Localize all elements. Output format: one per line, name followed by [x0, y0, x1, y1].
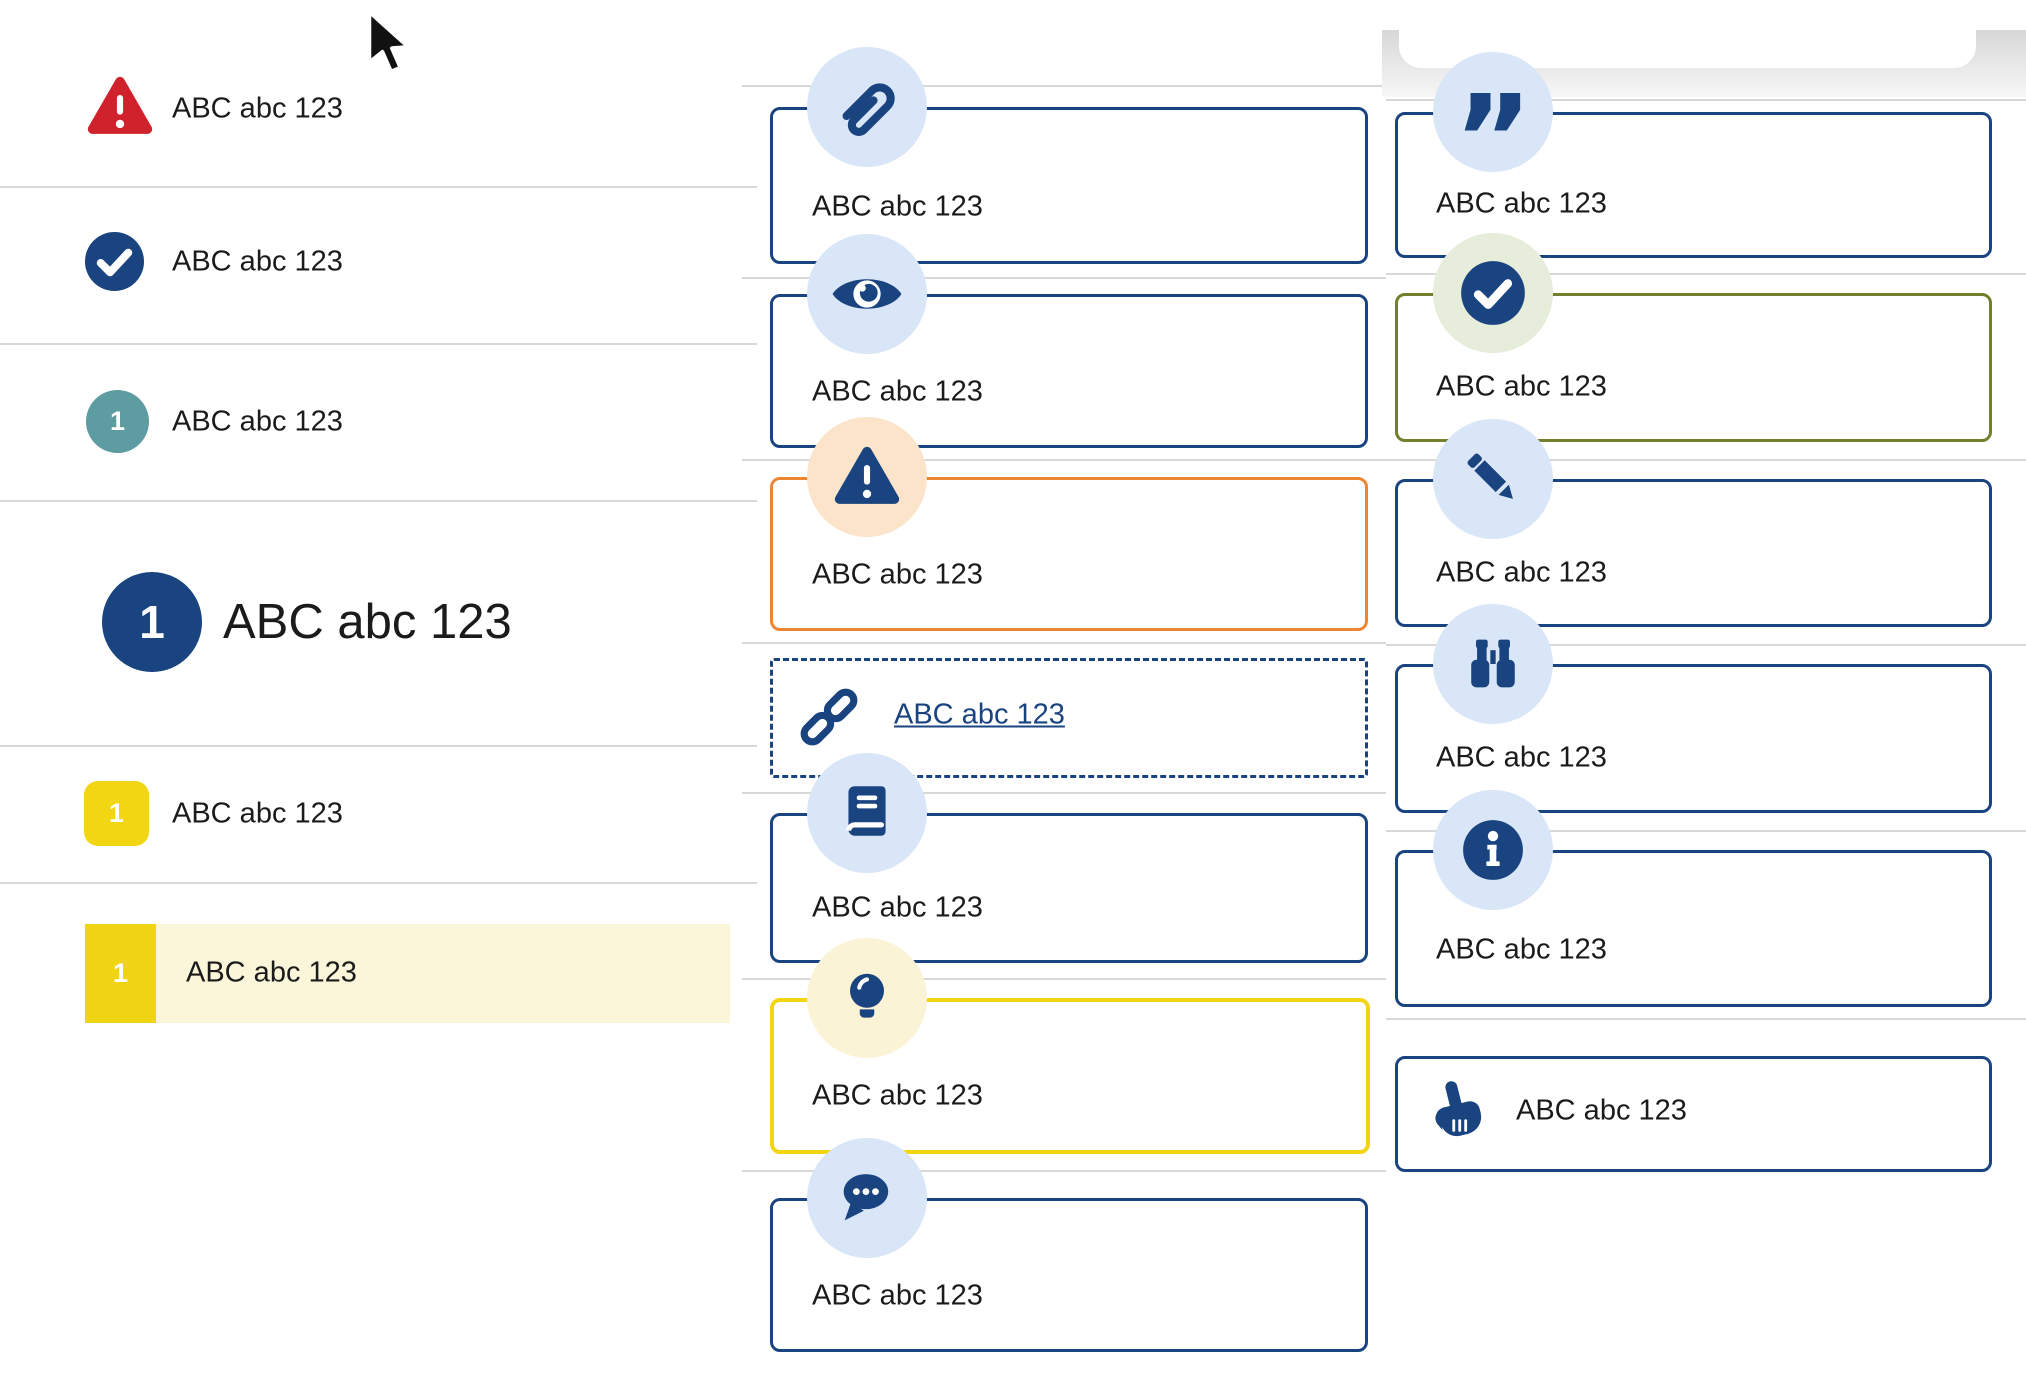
callout-box-warning [770, 477, 1368, 631]
list-item-label: ABC abc 123 [172, 405, 343, 438]
lightbulb-icon [807, 938, 927, 1058]
callout-label: ABC abc 123 [1436, 187, 1607, 220]
eye-icon [807, 234, 927, 354]
callout-label: ABC abc 123 [812, 375, 983, 408]
link-icon [794, 682, 864, 752]
hand-pointer-icon [1418, 1073, 1496, 1151]
list-item-label: ABC abc 123 [186, 956, 357, 989]
numbered-square-yellow-icon: 1 [84, 781, 149, 846]
callout-box-action [1395, 1056, 1992, 1172]
divider [742, 1170, 1386, 1172]
list-item-label-large: ABC abc 123 [223, 595, 512, 649]
callout-box-link [770, 658, 1368, 778]
divider [0, 500, 757, 502]
warning-triangle-icon [85, 73, 155, 141]
divider [742, 792, 1386, 794]
check-circle-icon [83, 230, 146, 293]
callout-label: ABC abc 123 [812, 891, 983, 924]
divider [0, 186, 757, 188]
divider [742, 642, 1386, 644]
chat-bubble-icon [807, 1138, 927, 1258]
check-circle-icon [1433, 233, 1553, 353]
divider [742, 978, 1386, 980]
book-icon [807, 753, 927, 873]
list-item-label: ABC abc 123 [172, 245, 343, 278]
paperclip-icon [807, 47, 927, 167]
callout-link-text[interactable]: ABC abc 123 [894, 698, 1065, 731]
quote-icon: ” [1433, 52, 1553, 201]
callout-label: ABC abc 123 [1516, 1094, 1687, 1127]
divider [742, 277, 1386, 279]
pencil-icon [1433, 419, 1553, 539]
numbered-tab-yellow-icon: 1 [85, 924, 156, 1023]
divider [1386, 99, 2026, 101]
callout-label: ABC abc 123 [1436, 741, 1607, 774]
callout-label: ABC abc 123 [812, 1279, 983, 1312]
callout-label: ABC abc 123 [1436, 933, 1607, 966]
callout-label: ABC abc 123 [812, 190, 983, 223]
divider [0, 343, 757, 345]
divider [0, 745, 757, 747]
warning-triangle-icon [807, 417, 927, 537]
info-circle-icon [1433, 790, 1553, 910]
divider [1386, 644, 2026, 646]
list-item-label: ABC abc 123 [172, 92, 343, 125]
divider [742, 85, 1386, 87]
divider [0, 882, 757, 884]
callout-label: ABC abc 123 [812, 1079, 983, 1112]
divider [1386, 1018, 2026, 1020]
list-item-label: ABC abc 123 [172, 797, 343, 830]
divider [742, 459, 1386, 461]
divider [1386, 459, 2026, 461]
divider [1386, 830, 2026, 832]
callout-label: ABC abc 123 [812, 558, 983, 591]
binoculars-icon [1433, 604, 1553, 724]
numbered-circle-teal-icon: 1 [86, 390, 149, 453]
divider [1386, 273, 2026, 275]
callout-label: ABC abc 123 [1436, 370, 1607, 403]
highlighted-list-item[interactable]: 1 ABC abc 123 [85, 924, 730, 1023]
numbered-circle-navy-large-icon: 1 [102, 572, 202, 672]
callout-label: ABC abc 123 [1436, 556, 1607, 589]
arrow-cursor-icon [366, 8, 412, 78]
